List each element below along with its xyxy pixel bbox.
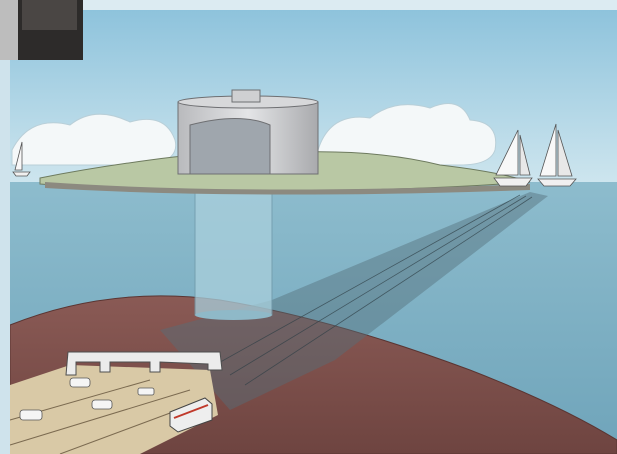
tunnel-band (160, 192, 548, 410)
photo-panel (22, 0, 77, 30)
shaft-base (195, 310, 272, 320)
cars (19, 377, 155, 421)
tunnel-lines (214, 194, 533, 386)
tunnel-frame (65, 351, 223, 376)
tower-window (189, 118, 271, 175)
clouds (11, 103, 497, 166)
train-stripe (173, 404, 209, 419)
tower-cap (231, 89, 261, 103)
left-strip (0, 60, 10, 454)
shaft (194, 181, 273, 316)
island-rocks (45, 182, 530, 195)
sailboats (12, 123, 577, 187)
photo-wall (0, 0, 18, 60)
roadway (10, 365, 218, 454)
